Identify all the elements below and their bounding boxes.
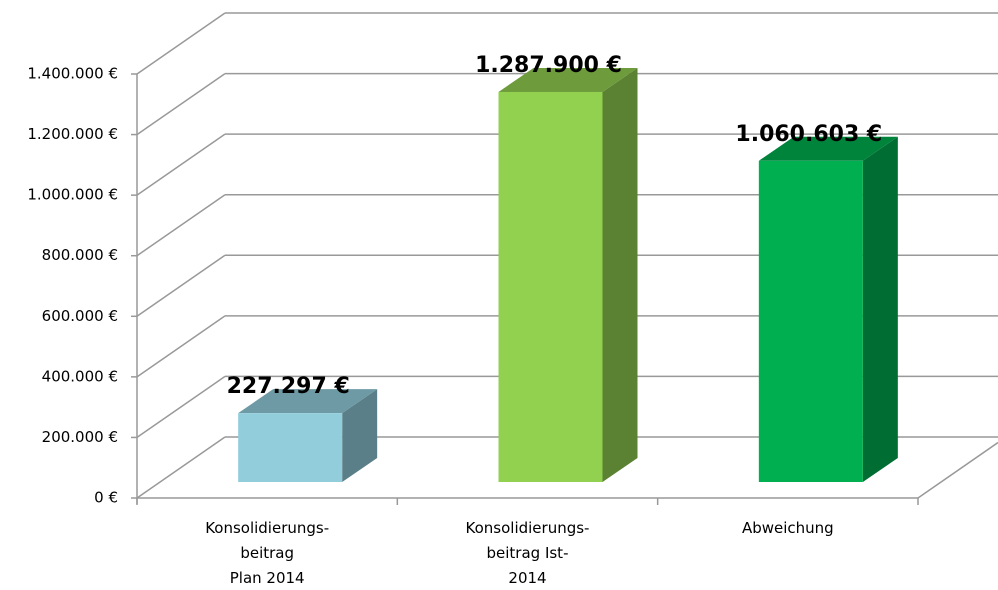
y-tick-label: 1.400.000 € — [27, 65, 118, 83]
floor-right — [917, 441, 998, 499]
x-tick-label-line: 2014 — [508, 569, 546, 587]
bar — [758, 160, 863, 482]
grid-line — [136, 133, 226, 196]
x-tick-label-line: beitrag Ist- — [487, 544, 569, 562]
x-tick-label-line: Konsolidierungs- — [466, 519, 590, 537]
bar — [498, 91, 603, 482]
grid-line — [136, 12, 226, 75]
x-tick-label-line: beitrag — [240, 544, 294, 562]
grid-line — [136, 315, 226, 378]
grid-line — [136, 375, 226, 439]
y-tick-label: 1.000.000 € — [27, 186, 118, 204]
bar-side — [602, 67, 638, 482]
y-tick-label: 1.200.000 € — [27, 125, 118, 143]
bar-top — [238, 389, 378, 414]
value-label: 227.297 € — [227, 374, 350, 399]
bar-top — [498, 67, 638, 92]
y-tick-label: 400.000 € — [42, 367, 118, 385]
x-tick-label: Konsolidierungs-beitrag Plan 2014 — [205, 519, 329, 587]
value-label: 1.287.900 € — [475, 53, 622, 78]
y-tick-label: 600.000 € — [42, 307, 118, 325]
x-tick-label-line: Konsolidierungs- — [205, 519, 329, 537]
bar — [238, 413, 343, 482]
value-label: 1.060.603 € — [735, 122, 882, 147]
bar-top — [758, 136, 898, 161]
bar-side — [342, 389, 378, 482]
grid-line — [136, 436, 226, 499]
y-tick-label: 800.000 € — [42, 246, 118, 264]
grid-line — [136, 254, 226, 317]
x-tick-label-line: Abweichung — [742, 519, 834, 537]
x-tick-label-line: Plan 2014 — [230, 569, 305, 587]
y-tick-label: 0 € — [94, 489, 118, 507]
x-tick-label: Abweichung — [742, 519, 834, 537]
y-tick-label: 200.000 € — [42, 428, 118, 446]
grid-line — [136, 194, 226, 257]
x-tick-label: Konsolidierungs-beitrag Ist- 2014 — [466, 519, 590, 587]
bar-side — [862, 136, 898, 482]
grid-line — [136, 72, 226, 136]
